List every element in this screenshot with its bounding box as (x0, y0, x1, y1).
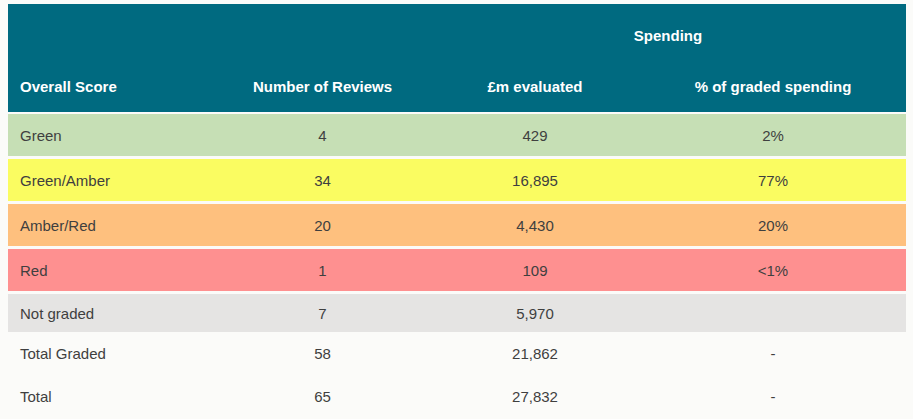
column-header-pct-graded-spending: % of graded spending (640, 78, 906, 95)
cell-reviews: 1 (215, 262, 430, 279)
cell-reviews: 34 (215, 172, 430, 189)
cell-evaluated: 21,862 (430, 345, 640, 362)
column-header-overall-score: Overall Score (8, 78, 215, 95)
cell-reviews: 20 (215, 217, 430, 234)
cell-score: Total (8, 388, 215, 405)
cell-pct: <1% (640, 262, 906, 279)
cell-score: Not graded (8, 305, 215, 322)
cell-pct: - (640, 345, 906, 362)
table-row-total-graded: Total Graded 58 21,862 - (8, 332, 906, 375)
table-row-red: Red 1 109 <1% (8, 249, 906, 291)
cell-pct: - (640, 388, 906, 405)
header-columns-row: Overall Score Number of Reviews £m evalu… (8, 60, 906, 112)
table-header: Spending Overall Score Number of Reviews… (8, 4, 906, 112)
table-row-green-amber: Green/Amber 34 16,895 77% (8, 159, 906, 201)
table-row-green: Green 4 429 2% (8, 114, 906, 156)
cell-evaluated: 27,832 (430, 388, 640, 405)
cell-score: Amber/Red (8, 217, 215, 234)
column-header-number-of-reviews: Number of Reviews (215, 78, 430, 95)
cell-reviews: 65 (215, 388, 430, 405)
cell-evaluated: 4,430 (430, 217, 640, 234)
table-body: Green 4 429 2% Green/Amber 34 16,895 77%… (8, 114, 906, 418)
table-row-amber-red: Amber/Red 20 4,430 20% (8, 204, 906, 246)
cell-pct: 77% (640, 172, 906, 189)
cell-evaluated: 16,895 (430, 172, 640, 189)
cell-evaluated: 429 (430, 127, 640, 144)
table-row-not-graded: Not graded 7 5,970 (8, 294, 906, 332)
cell-score: Green/Amber (8, 172, 215, 189)
cell-evaluated: 109 (430, 262, 640, 279)
cell-pct: 2% (640, 127, 906, 144)
spending-review-table: Spending Overall Score Number of Reviews… (8, 4, 906, 418)
cell-reviews: 58 (215, 345, 430, 362)
table-row-total: Total 65 27,832 - (8, 375, 906, 418)
cell-score: Red (8, 262, 215, 279)
cell-score: Green (8, 127, 215, 144)
cell-evaluated: 5,970 (430, 305, 640, 322)
cell-reviews: 7 (215, 305, 430, 322)
cell-reviews: 4 (215, 127, 430, 144)
spending-group-header: Spending (430, 21, 906, 44)
cell-score: Total Graded (8, 345, 215, 362)
column-header-m-evaluated: £m evaluated (430, 78, 640, 95)
cell-pct: 20% (640, 217, 906, 234)
header-group-row: Spending (8, 4, 906, 60)
